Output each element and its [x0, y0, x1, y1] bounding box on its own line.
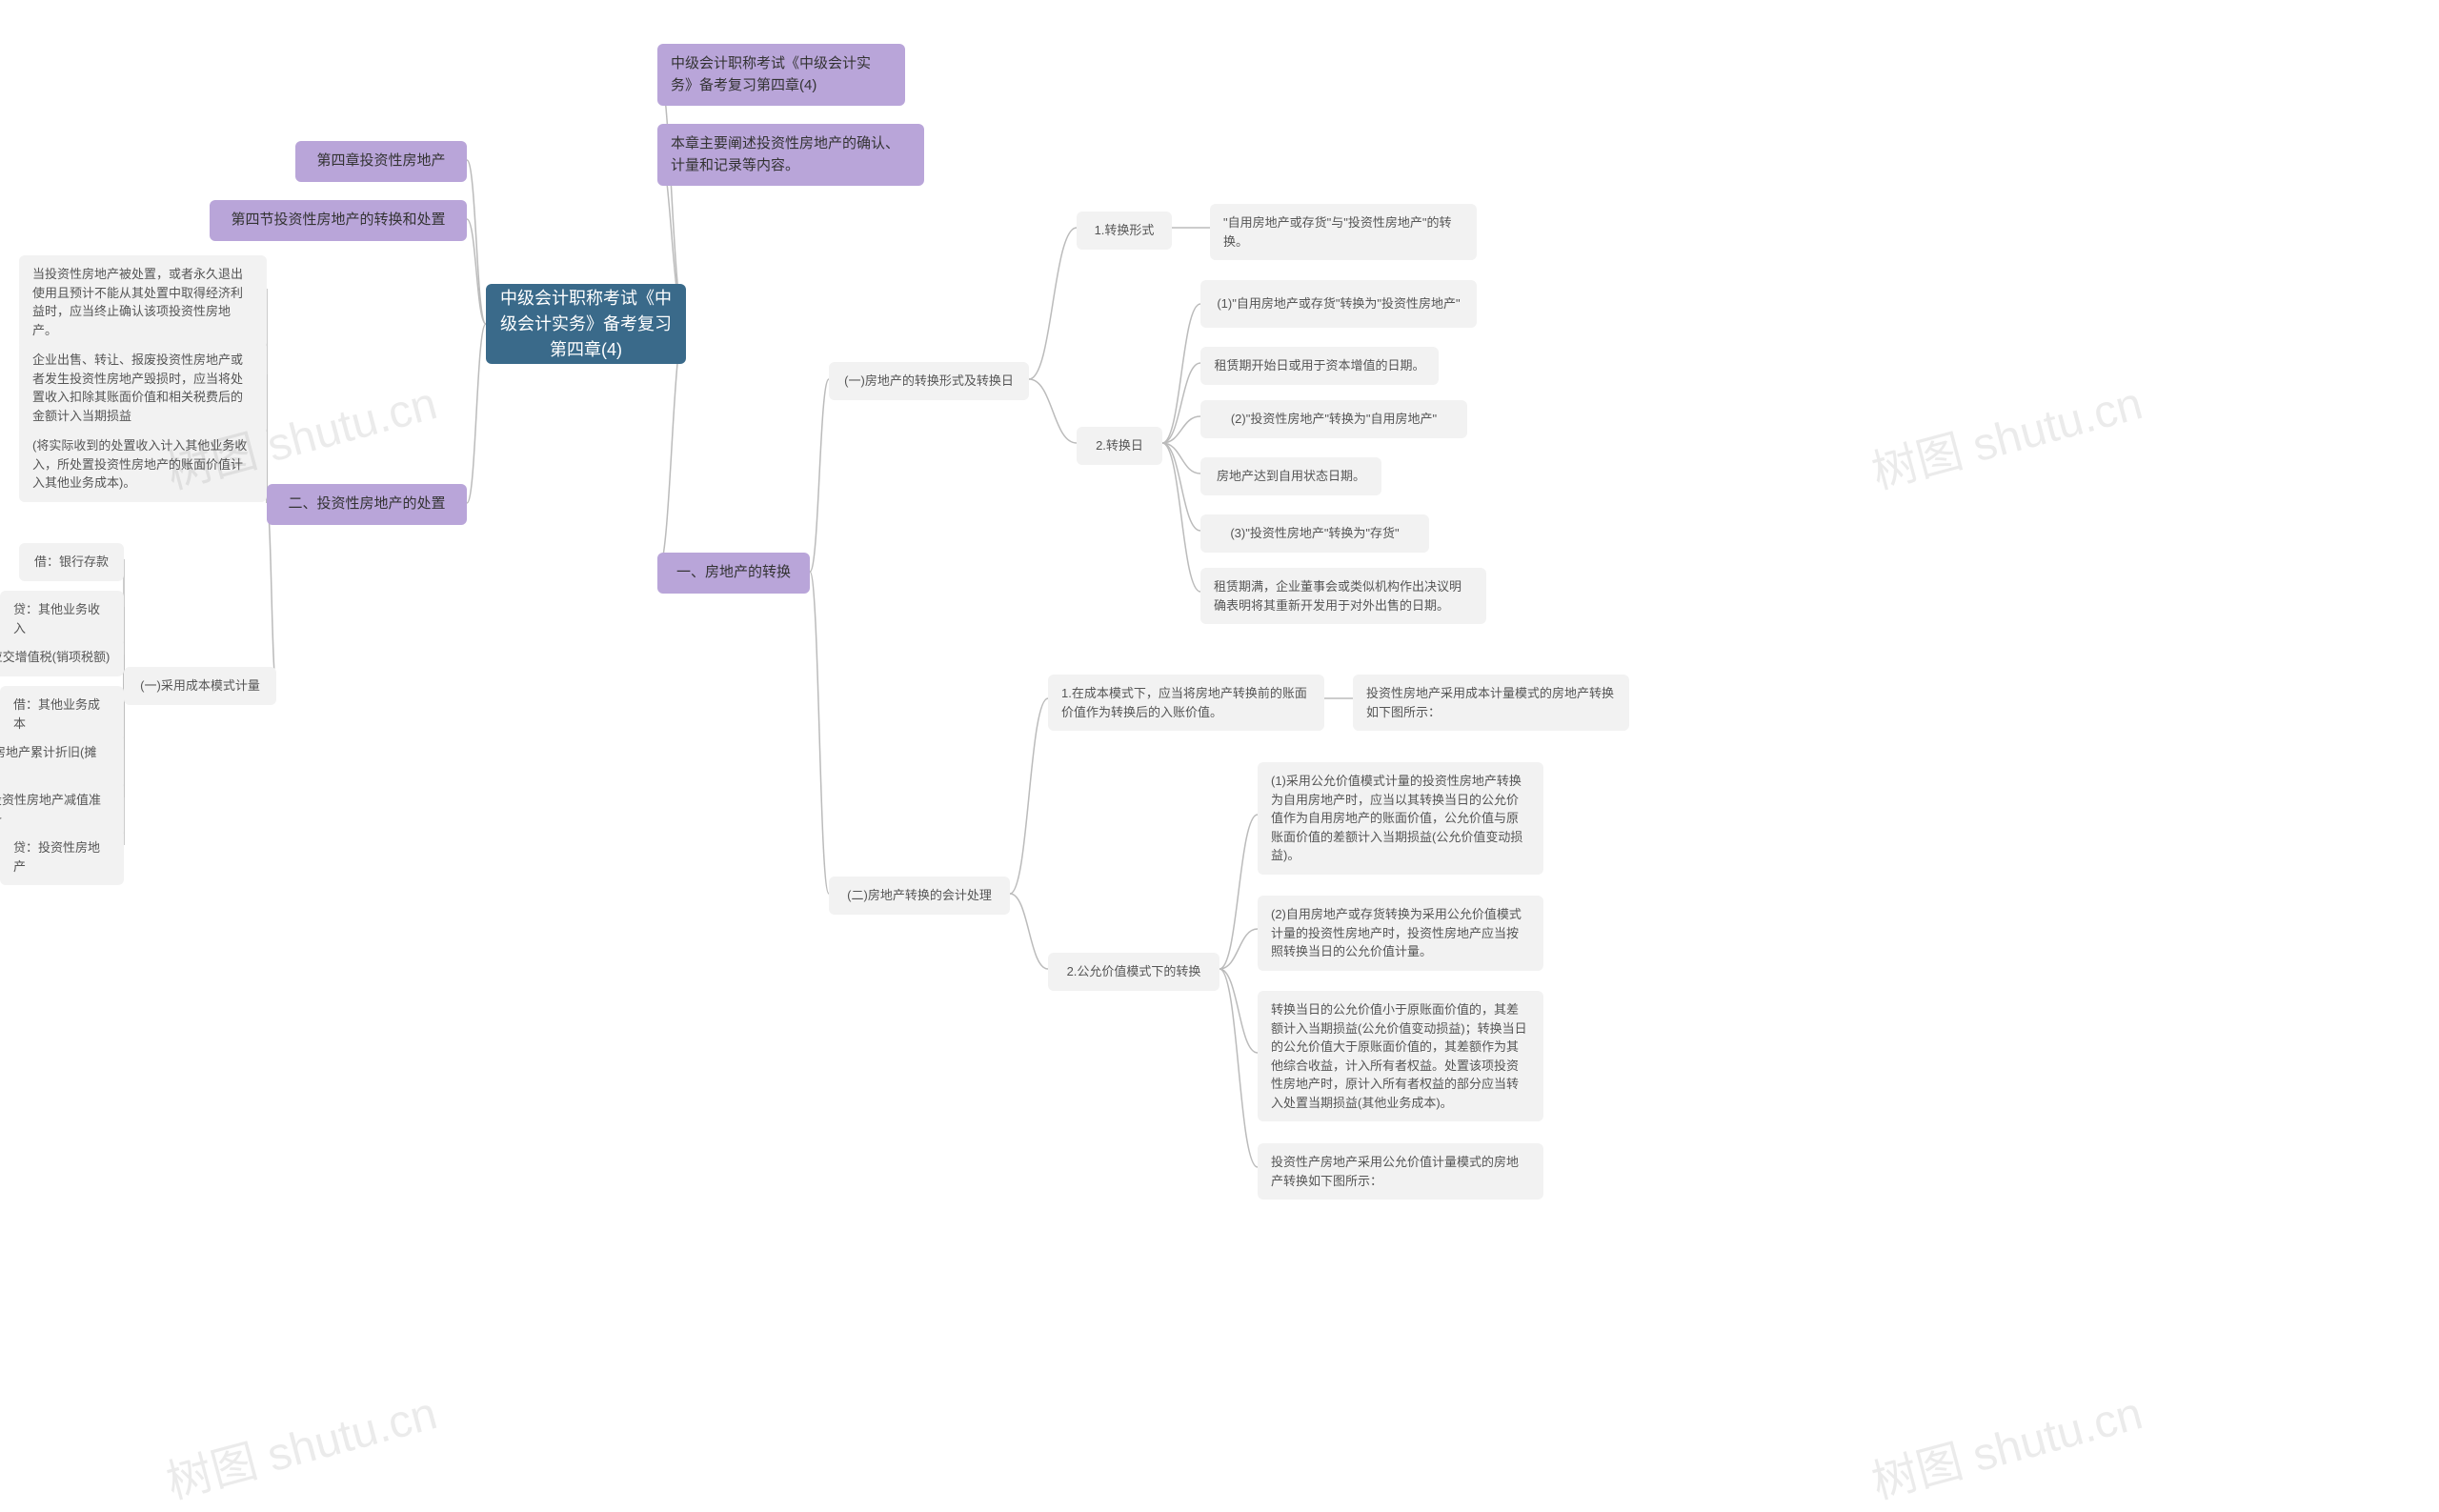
- mindmap-branch[interactable]: 中级会计职称考试《中级会计实务》备考复习第四章(4): [657, 44, 905, 106]
- node-label: 投资性房地产采用成本计量模式的房地产转换如下图所示：: [1366, 684, 1616, 721]
- connector: [1220, 969, 1258, 1053]
- node-label: 当投资性房地产被处置，或者永久退出使用且预计不能从其处置中取得经济利益时，应当终…: [32, 265, 253, 339]
- connector: [267, 503, 276, 684]
- node-label: 第四节投资性房地产的转换和处置: [231, 210, 445, 232]
- mindmap-leaf[interactable]: (2)"投资性房地产"转换为"自用房地产": [1200, 400, 1467, 438]
- connector: [1220, 969, 1258, 1167]
- node-label: 一、房地产的转换: [676, 562, 791, 584]
- mindmap-leaf[interactable]: (1)采用公允价值模式计量的投资性房地产转换为自用房地产时，应当以其转换当日的公…: [1258, 762, 1543, 875]
- connector: [1162, 304, 1200, 443]
- connector: [467, 219, 486, 324]
- connector: [467, 160, 486, 324]
- mindmap-branch[interactable]: 本章主要阐述投资性房地产的确认、计量和记录等内容。: [657, 124, 924, 186]
- mindmap-leaf[interactable]: 租赁期满，企业董事会或类似机构作出决议明确表明将其重新开发用于对外出售的日期。: [1200, 568, 1486, 624]
- mindmap-leaf[interactable]: (一)采用成本模式计量: [124, 667, 276, 705]
- mindmap-leaf[interactable]: 2.公允价值模式下的转换: [1048, 953, 1220, 991]
- node-label: 投资性房地产减值准备: [0, 791, 111, 828]
- mindmap-leaf[interactable]: (3)"投资性房地产"转换为"存货": [1200, 514, 1429, 553]
- node-label: 应交税费—应交增值税(销项税额): [0, 648, 110, 667]
- mindmap-leaf[interactable]: 租赁期开始日或用于资本增值的日期。: [1200, 347, 1439, 385]
- mindmap-leaf[interactable]: 借：银行存款: [19, 543, 124, 581]
- node-label: "自用房地产或存货"与"投资性房地产"的转换。: [1223, 213, 1463, 251]
- node-label: (2)自用房地产或存货转换为采用公允价值模式计量的投资性房地产时，投资性房地产应…: [1271, 905, 1530, 961]
- mindmap-branch[interactable]: 第四节投资性房地产的转换和处置: [210, 200, 467, 241]
- node-label: 贷：其他业务收入: [13, 600, 111, 637]
- node-label: 2.公允价值模式下的转换: [1067, 962, 1201, 981]
- mindmap-leaf[interactable]: (1)"自用房地产或存货"转换为"投资性房地产": [1200, 280, 1477, 328]
- mindmap-leaf[interactable]: 房地产达到自用状态日期。: [1200, 457, 1381, 495]
- node-label: 转换当日的公允价值小于原账面价值的，其差额计入当期损益(公允价值变动损益)；转换…: [1271, 1000, 1530, 1112]
- mindmap-branch[interactable]: 第四章投资性房地产: [295, 141, 467, 182]
- node-label: 1.在成本模式下，应当将房地产转换前的账面价值作为转换后的入账价值。: [1061, 684, 1311, 721]
- mindmap-leaf[interactable]: (二)房地产转换的会计处理: [829, 877, 1010, 915]
- connector: [1162, 443, 1200, 531]
- mindmap-branch[interactable]: 二、投资性房地产的处置: [267, 484, 467, 525]
- watermark: 树图 shutu.cn: [1864, 1376, 2148, 1512]
- mindmap-leaf[interactable]: 应交税费—应交增值税(销项税额): [0, 638, 124, 676]
- mindmap-branch[interactable]: 一、房地产的转换: [657, 553, 810, 594]
- node-label: 借：其他业务成本: [13, 696, 111, 733]
- node-label: 贷：投资性房地产: [13, 838, 111, 876]
- connector: [1029, 228, 1077, 379]
- node-label: 2.转换日: [1096, 436, 1143, 455]
- node-label: 第四章投资性房地产: [316, 151, 445, 172]
- connector: [1162, 363, 1200, 443]
- node-label: (2)"投资性房地产"转换为"自用房地产": [1231, 410, 1437, 429]
- mindmap-leaf[interactable]: 1.在成本模式下，应当将房地产转换前的账面价值作为转换后的入账价值。: [1048, 675, 1324, 731]
- node-label: 投资性房地产累计折旧(摊销): [0, 743, 111, 780]
- mindmap-leaf[interactable]: 投资性产房地产采用公允价值计量模式的房地产转换如下图所示：: [1258, 1143, 1543, 1200]
- node-label: (一)房地产的转换形式及转换日: [844, 372, 1014, 391]
- connector: [1220, 929, 1258, 969]
- connector: [1162, 443, 1200, 592]
- mindmap-leaf[interactable]: 贷：投资性房地产: [0, 829, 124, 885]
- connector: [1162, 443, 1200, 474]
- mindmap-leaf[interactable]: (将实际收到的处置收入计入其他业务收入，所处置投资性房地产的账面价值计入其他业务…: [19, 427, 267, 502]
- mindmap-leaf[interactable]: 企业出售、转让、报废投资性房地产或者发生投资性房地产毁损时，应当将处置收入扣除其…: [19, 341, 267, 434]
- mindmap-leaf[interactable]: "自用房地产或存货"与"投资性房地产"的转换。: [1210, 204, 1477, 260]
- node-label: 借：银行存款: [34, 553, 109, 572]
- connector: [1029, 379, 1077, 443]
- node-label: (3)"投资性房地产"转换为"存货": [1230, 524, 1399, 543]
- node-label: (将实际收到的处置收入计入其他业务收入，所处置投资性房地产的账面价值计入其他业务…: [32, 436, 253, 493]
- mindmap-leaf[interactable]: 转换当日的公允价值小于原账面价值的，其差额计入当期损益(公允价值变动损益)；转换…: [1258, 991, 1543, 1121]
- mindmap-leaf[interactable]: 1.转换形式: [1077, 212, 1172, 250]
- node-label: (二)房地产转换的会计处理: [847, 886, 992, 905]
- connector: [1010, 894, 1048, 969]
- mindmap-leaf[interactable]: (一)房地产的转换形式及转换日: [829, 362, 1029, 400]
- mindmap-leaf[interactable]: (2)自用房地产或存货转换为采用公允价值模式计量的投资性房地产时，投资性房地产应…: [1258, 896, 1543, 971]
- watermark: 树图 shutu.cn: [158, 1376, 443, 1512]
- connector: [1220, 815, 1258, 969]
- mindmap-leaf[interactable]: 当投资性房地产被处置，或者永久退出使用且预计不能从其处置中取得经济利益时，应当终…: [19, 255, 267, 349]
- node-label: 投资性产房地产采用公允价值计量模式的房地产转换如下图所示：: [1271, 1153, 1530, 1190]
- node-label: 企业出售、转让、报废投资性房地产或者发生投资性房地产毁损时，应当将处置收入扣除其…: [32, 351, 253, 425]
- mindmap-leaf[interactable]: 2.转换日: [1077, 427, 1162, 465]
- node-label: (1)采用公允价值模式计量的投资性房地产转换为自用房地产时，应当以其转换当日的公…: [1271, 772, 1530, 865]
- node-label: (一)采用成本模式计量: [140, 676, 260, 696]
- mindmap-leaf[interactable]: 投资性房地产采用成本计量模式的房地产转换如下图所示：: [1353, 675, 1629, 731]
- node-label: 中级会计职称考试《中级会计实务》备考复习第四章(4): [671, 53, 892, 96]
- connector: [1162, 416, 1200, 443]
- connector: [810, 572, 829, 894]
- connector: [810, 379, 829, 572]
- node-label: 二、投资性房地产的处置: [288, 494, 445, 515]
- node-label: (1)"自用房地产或存货"转换为"投资性房地产": [1217, 294, 1460, 313]
- root-label: 中级会计职称考试《中级会计实务》备考复习第四章(4): [499, 286, 673, 363]
- connector: [467, 324, 486, 503]
- node-label: 租赁期满，企业董事会或类似机构作出决议明确表明将其重新开发用于对外出售的日期。: [1214, 577, 1473, 615]
- node-label: 1.转换形式: [1095, 221, 1155, 240]
- mindmap-root[interactable]: 中级会计职称考试《中级会计实务》备考复习第四章(4): [486, 284, 686, 364]
- node-label: 房地产达到自用状态日期。: [1217, 467, 1365, 486]
- watermark: 树图 shutu.cn: [1864, 366, 2148, 502]
- node-label: 租赁期开始日或用于资本增值的日期。: [1214, 356, 1424, 375]
- connector: [1010, 698, 1048, 894]
- node-label: 本章主要阐述投资性房地产的确认、计量和记录等内容。: [671, 133, 911, 176]
